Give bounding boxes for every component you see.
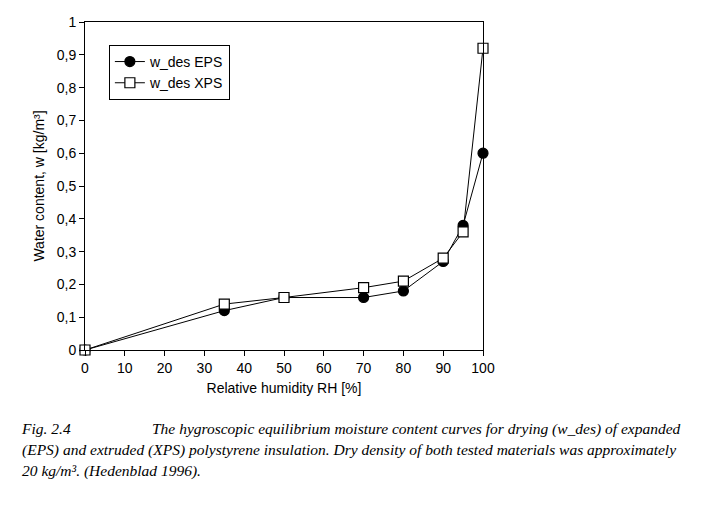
svg-text:0: 0	[68, 342, 76, 358]
svg-text:1: 1	[68, 14, 76, 30]
html-text:Fig. 2.4: Fig. 2.4	[22, 420, 71, 437]
svg-text:90: 90	[435, 360, 451, 376]
svg-text:50: 50	[276, 360, 292, 376]
svg-text:60: 60	[316, 360, 332, 376]
svg-text:20: 20	[157, 360, 173, 376]
svg-text:40: 40	[236, 360, 252, 376]
svg-text:70: 70	[356, 360, 372, 376]
svg-text:Water content, w [kg/m³]: Water content, w [kg/m³]	[31, 110, 47, 261]
svg-text:0,2: 0,2	[57, 276, 77, 292]
svg-text:80: 80	[396, 360, 412, 376]
svg-text:0: 0	[81, 360, 89, 376]
svg-text:Relative humidity RH [%]: Relative humidity RH [%]	[207, 380, 362, 396]
svg-text:0,7: 0,7	[57, 112, 77, 128]
svg-text:30: 30	[197, 360, 213, 376]
svg-text:0,9: 0,9	[57, 47, 77, 63]
svg-text:0,3: 0,3	[57, 244, 77, 260]
svg-text:0,8: 0,8	[57, 80, 77, 96]
svg-text:w_des XPS: w_des XPS	[149, 75, 222, 91]
html-text:The hygroscopic equilibrium mo: The hygroscopic equilibrium moisture con…	[22, 420, 681, 479]
svg-text:10: 10	[117, 360, 133, 376]
svg-text:100: 100	[471, 360, 495, 376]
svg-text:0,1: 0,1	[57, 309, 77, 325]
svg-text:w_des EPS: w_des EPS	[149, 54, 222, 70]
svg-text:0,4: 0,4	[57, 211, 77, 227]
svg-text:0,5: 0,5	[57, 178, 77, 194]
svg-text:0,6: 0,6	[57, 145, 77, 161]
